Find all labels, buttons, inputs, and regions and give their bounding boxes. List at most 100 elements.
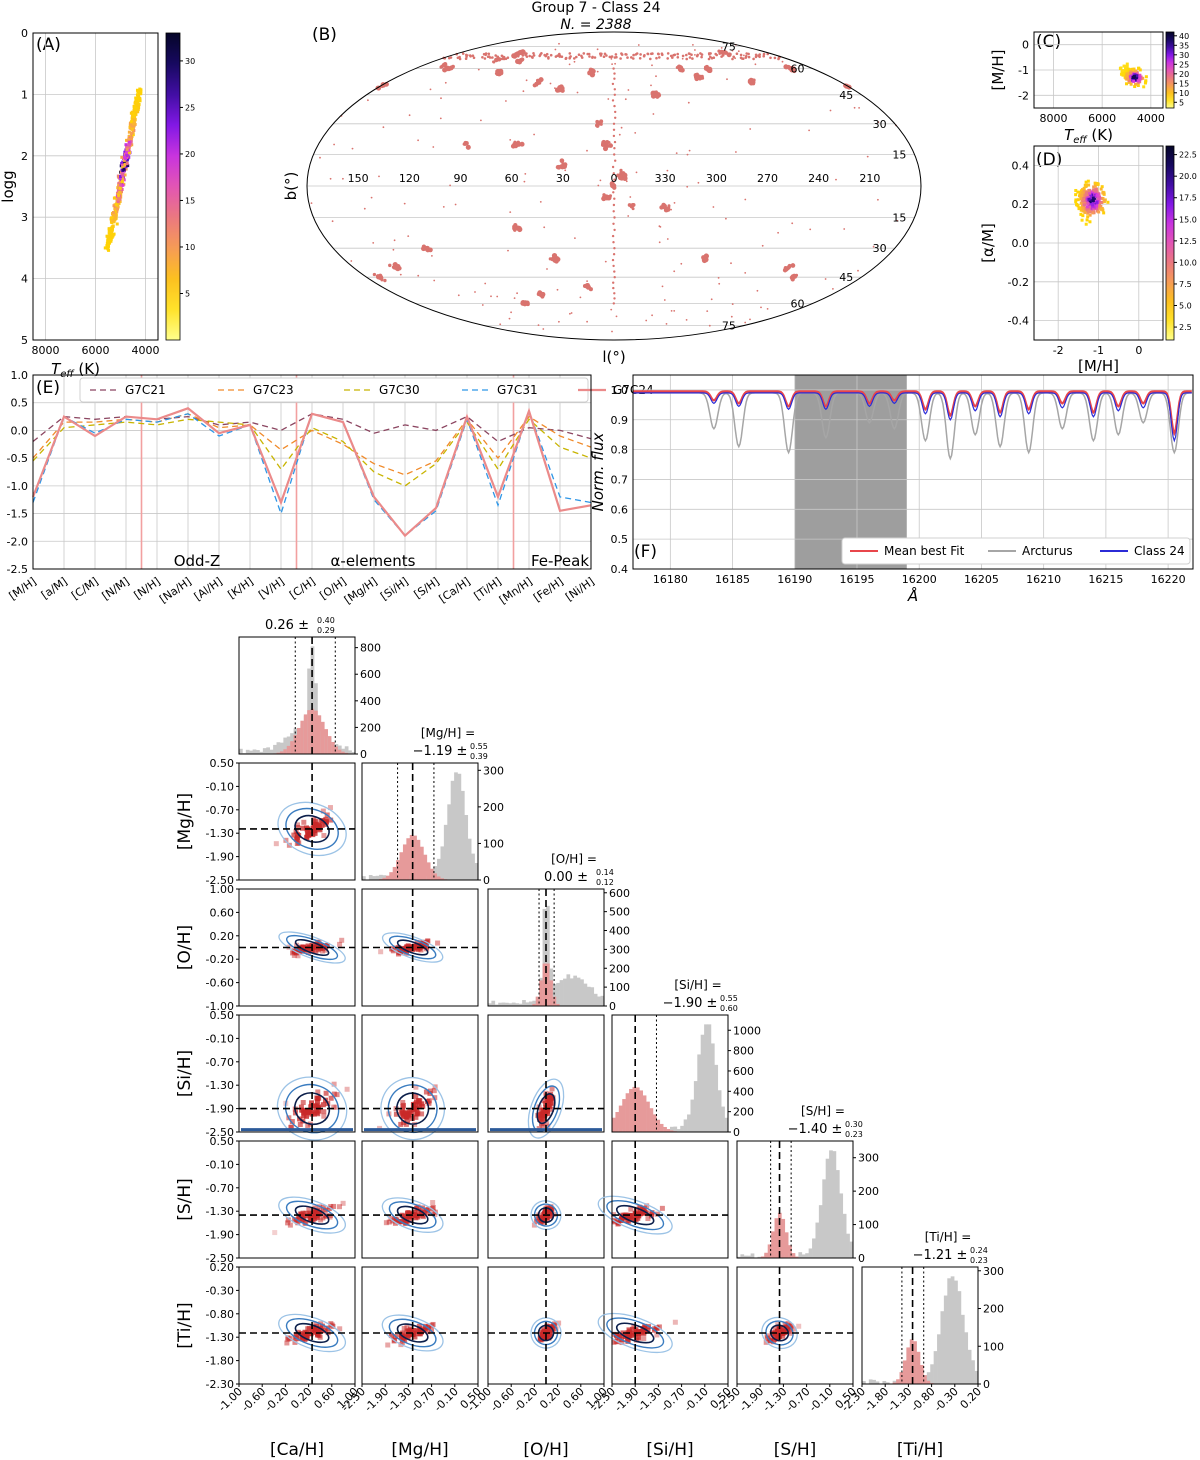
corner-contour-inner — [294, 1322, 330, 1344]
panel-a-density-cell — [114, 203, 118, 207]
corner-density-cell — [305, 1123, 311, 1129]
corner-density-cell — [320, 1215, 326, 1221]
corner-ytick: -2.50 — [206, 1126, 234, 1139]
corner-hist-red-bar — [615, 1112, 620, 1132]
panel-a-density-cell — [126, 145, 130, 149]
corner-hist-red-bar — [788, 1245, 792, 1258]
corner-ytick: -0.70 — [206, 804, 234, 817]
corner-density-cell — [409, 1328, 415, 1334]
corner-hist-red-bar — [909, 1339, 914, 1384]
panel-b-star — [525, 52, 528, 55]
corner-ytick: 0.50 — [210, 1009, 235, 1022]
panel-b-star — [596, 120, 602, 126]
panel-f-xtick: 16205 — [964, 573, 999, 586]
corner-title-minus: 0.23 — [845, 1130, 863, 1139]
panel-b-star — [773, 56, 777, 60]
panel-a-density-cell — [130, 136, 134, 140]
panel-d-density-cell — [1079, 212, 1083, 216]
panel-c-density-cell — [1125, 68, 1129, 72]
corner-density-cell — [393, 1111, 399, 1117]
corner-cell-0-0: 0 200 400 600 800 0.26 ± 0.400.29 — [238, 616, 381, 761]
panel-b-star — [658, 56, 661, 59]
panel-a-density-cell — [116, 205, 120, 209]
corner-hist-gray-bar — [454, 772, 458, 880]
panel-c-colorbar-label: 40 — [1179, 32, 1189, 41]
corner-density-cell — [425, 1324, 431, 1330]
panel-b-star — [650, 84, 652, 87]
panel-c-density-cell — [1131, 75, 1135, 79]
panel-a-density-cell — [110, 227, 114, 231]
panel-d-density-cell — [1074, 200, 1078, 204]
panel-d-ytick: 0.4 — [1012, 159, 1030, 172]
panel-a-density-cell — [118, 200, 122, 204]
corner-hist-gray-bar — [532, 1000, 537, 1006]
panel-b-points — [310, 42, 899, 333]
corner-hist-red-bar — [423, 854, 428, 880]
panel-b-star — [532, 52, 535, 55]
corner-ytick: -0.80 — [206, 1308, 234, 1321]
panel-c-density-cell — [1135, 74, 1139, 78]
corner-density-cell — [796, 1323, 802, 1329]
panel-d-alpha-metallicity: (D) -2 -1 00.40.20.0-0.2-0.4[M/H][α/M]2.55… — [979, 145, 1197, 375]
panel-b-star — [587, 52, 591, 56]
panel-e-legend-label: G7C30 — [379, 383, 420, 397]
corner-hist-red-bar — [297, 727, 301, 754]
corner-density-cell — [772, 1326, 778, 1332]
corner-hist-gray-bar — [440, 846, 445, 880]
corner-hist-red-bar — [327, 736, 332, 754]
corner-density-cell — [631, 1324, 637, 1330]
panel-b-star — [718, 282, 721, 285]
panel-b-star — [532, 54, 536, 57]
corner-hist-gray-bar — [676, 1129, 681, 1132]
panel-d-density-cell — [1074, 193, 1078, 197]
panel-a-density-cell — [122, 158, 126, 162]
panel-b-lon-label: 120 — [399, 172, 420, 185]
corner-contour-outer — [530, 1200, 562, 1231]
corner-density-cell — [547, 1209, 553, 1215]
panel-a-density-cell — [118, 174, 122, 178]
panel-b-star — [612, 281, 615, 284]
panel-d-density-cell — [1092, 188, 1096, 192]
panel-d-density-cell — [1086, 208, 1090, 212]
corner-hist-red-bar — [337, 749, 342, 754]
corner-xtick: -0.10 — [682, 1385, 711, 1414]
panel-b-star — [613, 104, 616, 108]
corner-hist-gray-bar — [750, 1253, 755, 1258]
corner-hist-red-bar — [279, 751, 284, 754]
panel-d-colorbar-label: 7.5 — [1179, 280, 1192, 289]
corner-hist-gray-bar — [801, 1254, 806, 1258]
corner-hist-tick-label: 200 — [483, 801, 504, 814]
corner-title-plus: 0.24 — [970, 1246, 988, 1255]
panel-b-star — [857, 269, 859, 272]
panel-a-xlabel-unit: (K) — [74, 360, 100, 378]
corner-hist-gray-bar — [683, 1119, 688, 1132]
panel-b-star — [505, 100, 507, 102]
corner-cell-frame — [361, 1140, 479, 1259]
panel-b-star — [744, 272, 747, 274]
corner-density-cell — [654, 1332, 660, 1338]
corner-hist-gray-bar — [757, 1256, 762, 1258]
panel-b-star — [444, 81, 447, 84]
panel-a-density-cell — [129, 140, 133, 144]
panel-b-star — [586, 280, 588, 282]
corner-cell-frame — [238, 1140, 356, 1259]
panel-b-star — [593, 73, 596, 76]
panel-a-density-cell — [107, 227, 111, 231]
panel-b-star — [744, 198, 747, 201]
panel-c-density-cell — [1129, 78, 1133, 82]
corner-hist-gray-bar — [266, 747, 271, 754]
panel-b-star — [408, 114, 411, 117]
panel-e-ytick: -2.0 — [7, 535, 28, 548]
panel-b-star — [741, 57, 745, 60]
panel-b-star — [612, 210, 615, 213]
corner-hist-red-bar — [324, 729, 329, 754]
panel-d-density-cell — [1087, 197, 1091, 201]
panel-b-star — [629, 196, 632, 198]
corner-title-plus: 0.55 — [720, 994, 738, 1003]
corner-contour-inner — [294, 938, 330, 957]
panel-b-star — [507, 249, 509, 252]
panel-a-density-cell — [131, 114, 135, 118]
corner-hist-red-bar — [382, 877, 387, 880]
panel-b-star — [310, 202, 313, 205]
corner-density-cell — [314, 1110, 320, 1116]
